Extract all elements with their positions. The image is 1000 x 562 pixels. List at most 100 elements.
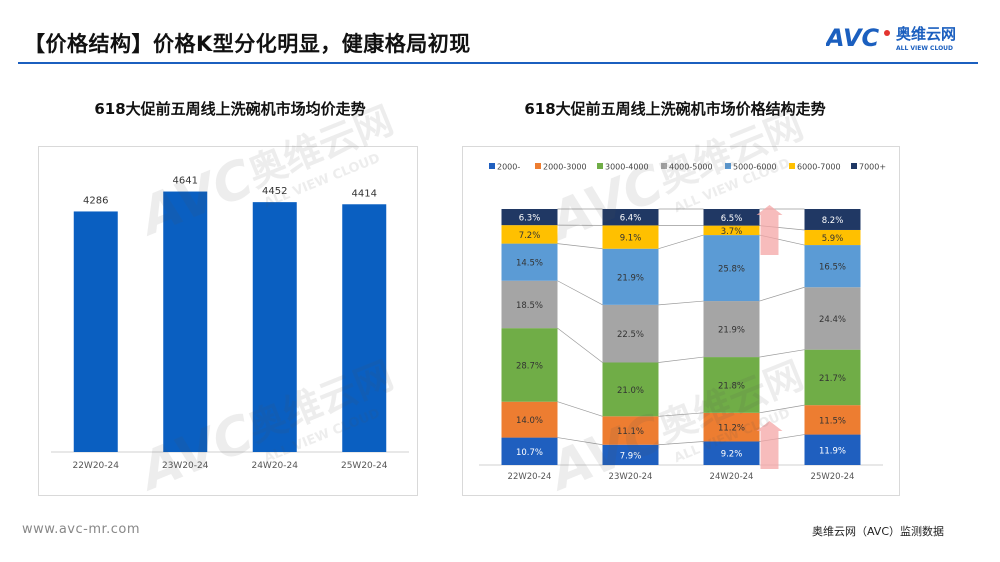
avg-price-chart-title: 618大促前五周线上洗碗机市场均价走势 bbox=[94, 100, 366, 118]
bar-value-label: 4414 bbox=[352, 188, 377, 199]
bar-value-label: 4286 bbox=[83, 195, 108, 206]
series-connector bbox=[557, 437, 603, 446]
avc-logo: AVC 奥维云网 ALL VIEW CLOUD bbox=[826, 24, 956, 52]
segment-data-label: 11.1% bbox=[617, 427, 644, 437]
segment-2000-3000-22W20-24 bbox=[501, 401, 558, 438]
segment-4000-5000-24W20-24 bbox=[703, 301, 760, 358]
page-title: 【价格结构】价格K型分化明显，健康格局初现 bbox=[24, 32, 471, 56]
segment-2000--24W20-24 bbox=[703, 441, 760, 465]
segment-data-label: 28.7% bbox=[516, 361, 543, 371]
segment-2000-3000-25W20-24 bbox=[804, 405, 861, 435]
legend-swatch bbox=[661, 163, 667, 169]
segment-6000-7000-22W20-24 bbox=[501, 225, 558, 244]
segment-6000-7000-25W20-24 bbox=[804, 229, 861, 246]
segment-data-label: 16.5% bbox=[819, 263, 846, 273]
x-tick-label: 22W20-24 bbox=[508, 472, 552, 482]
segment-data-label: 21.7% bbox=[819, 374, 846, 384]
segment-5000-6000-23W20-24 bbox=[602, 248, 659, 305]
segment-3000-4000-23W20-24 bbox=[602, 362, 659, 417]
segment-data-label: 6.5% bbox=[721, 214, 743, 224]
segment-2000-3000-24W20-24 bbox=[703, 412, 760, 442]
up-arrow-low-end bbox=[756, 421, 783, 469]
up-arrow-high-end bbox=[756, 205, 783, 255]
segment-6000-7000-23W20-24 bbox=[602, 225, 659, 249]
segment-7000+-24W20-24 bbox=[703, 209, 760, 226]
segment-data-label: 11.5% bbox=[819, 416, 846, 426]
segment-data-label: 9.1% bbox=[620, 234, 642, 244]
segment-data-label: 21.9% bbox=[718, 326, 745, 336]
x-tick-label: 23W20-24 bbox=[609, 472, 653, 482]
segment-5000-6000-24W20-24 bbox=[703, 235, 760, 302]
footer-source: 奥维云网（AVC）监测数据 bbox=[811, 525, 944, 538]
legend-swatch bbox=[489, 163, 495, 169]
segment-data-label: 18.5% bbox=[516, 301, 543, 311]
segment-data-label: 11.2% bbox=[718, 424, 745, 434]
segment-4000-5000-22W20-24 bbox=[501, 280, 558, 329]
segment-data-label: 14.5% bbox=[516, 259, 543, 269]
x-tick-label: 24W20-24 bbox=[710, 472, 754, 482]
segment-3000-4000-22W20-24 bbox=[501, 328, 558, 402]
legend-item: 6000-7000 bbox=[789, 163, 841, 172]
segment-data-label: 9.2% bbox=[721, 450, 743, 460]
segment-4000-5000-25W20-24 bbox=[804, 287, 861, 350]
bar-value-label: 4452 bbox=[262, 186, 287, 197]
series-connector bbox=[759, 286, 805, 302]
bar-23W20-24 bbox=[163, 191, 208, 452]
legend-label: 2000-3000 bbox=[543, 163, 587, 172]
avg-price-chart-panel: 4286 22W20-24 4641 23W20-24 4452 24W20-24 4414… bbox=[38, 146, 418, 496]
segment-7000+-25W20-24 bbox=[804, 209, 861, 230]
legend-swatch bbox=[725, 163, 731, 169]
svg-text:AVC: AVC bbox=[826, 24, 880, 52]
segment-7000+-22W20-24 bbox=[501, 209, 558, 226]
legend-swatch bbox=[789, 163, 795, 169]
segment-data-label: 14.0% bbox=[516, 416, 543, 426]
segment-data-label: 25.8% bbox=[718, 265, 745, 275]
price-structure-chart-title: 618大促前五周线上洗碗机市场价格结构走势 bbox=[524, 100, 826, 118]
segment-2000-3000-23W20-24 bbox=[602, 416, 659, 445]
legend-swatch bbox=[535, 163, 541, 169]
brand-subtext: ALL VIEW CLOUD bbox=[896, 45, 953, 52]
segment-data-label: 7.2% bbox=[519, 231, 541, 241]
segment-7000+-23W20-24 bbox=[602, 209, 659, 226]
segment-data-label: 21.8% bbox=[718, 381, 745, 391]
segment-data-label: 3.7% bbox=[721, 227, 743, 237]
legend-item: 2000- bbox=[489, 163, 520, 172]
segment-data-label: 8.2% bbox=[822, 216, 844, 226]
segment-data-label: 11.9% bbox=[819, 446, 846, 456]
series-connector bbox=[658, 356, 704, 363]
segment-data-label: 22.5% bbox=[617, 330, 644, 340]
series-connector bbox=[658, 234, 704, 250]
legend-swatch bbox=[597, 163, 603, 169]
segment-data-label: 5.9% bbox=[822, 234, 844, 244]
segment-data-label: 6.4% bbox=[620, 214, 642, 224]
segment-5000-6000-25W20-24 bbox=[804, 245, 861, 288]
segment-data-label: 10.7% bbox=[516, 448, 543, 458]
legend-label: 3000-4000 bbox=[605, 163, 649, 172]
bar-22W20-24 bbox=[73, 211, 118, 452]
segment-data-label: 7.9% bbox=[620, 451, 642, 461]
legend-label: 4000-5000 bbox=[669, 163, 713, 172]
segment-data-label: 21.0% bbox=[617, 386, 644, 396]
price-structure-chart-panel: 2000- 2000-3000 3000-4000 4000-5000 5000-600… bbox=[462, 146, 900, 496]
series-connector bbox=[759, 404, 805, 414]
legend-label: 7000+ bbox=[859, 163, 886, 172]
legend-label: 5000-6000 bbox=[733, 163, 777, 172]
segment-data-label: 21.9% bbox=[617, 273, 644, 283]
segment-3000-4000-24W20-24 bbox=[703, 357, 760, 413]
legend: 2000- 2000-3000 3000-4000 4000-5000 5000-600… bbox=[489, 163, 886, 172]
x-tick-label: 24W20-24 bbox=[251, 461, 298, 471]
segment-2000--25W20-24 bbox=[804, 434, 861, 465]
footer-url: www.avc-mr.com bbox=[22, 522, 141, 537]
legend-item: 4000-5000 bbox=[661, 163, 713, 172]
x-tick-label: 25W20-24 bbox=[341, 461, 388, 471]
series-connector bbox=[759, 349, 805, 358]
legend-label: 6000-7000 bbox=[797, 163, 841, 172]
segment-6000-7000-24W20-24 bbox=[703, 225, 760, 236]
segment-2000--23W20-24 bbox=[602, 444, 659, 465]
series-connector bbox=[557, 401, 603, 417]
series-connector bbox=[658, 412, 704, 417]
legend-item: 5000-6000 bbox=[725, 163, 777, 172]
segment-5000-6000-22W20-24 bbox=[501, 243, 558, 281]
legend-item: 7000+ bbox=[851, 163, 886, 172]
brand-text: 奥维云网 bbox=[896, 25, 956, 43]
